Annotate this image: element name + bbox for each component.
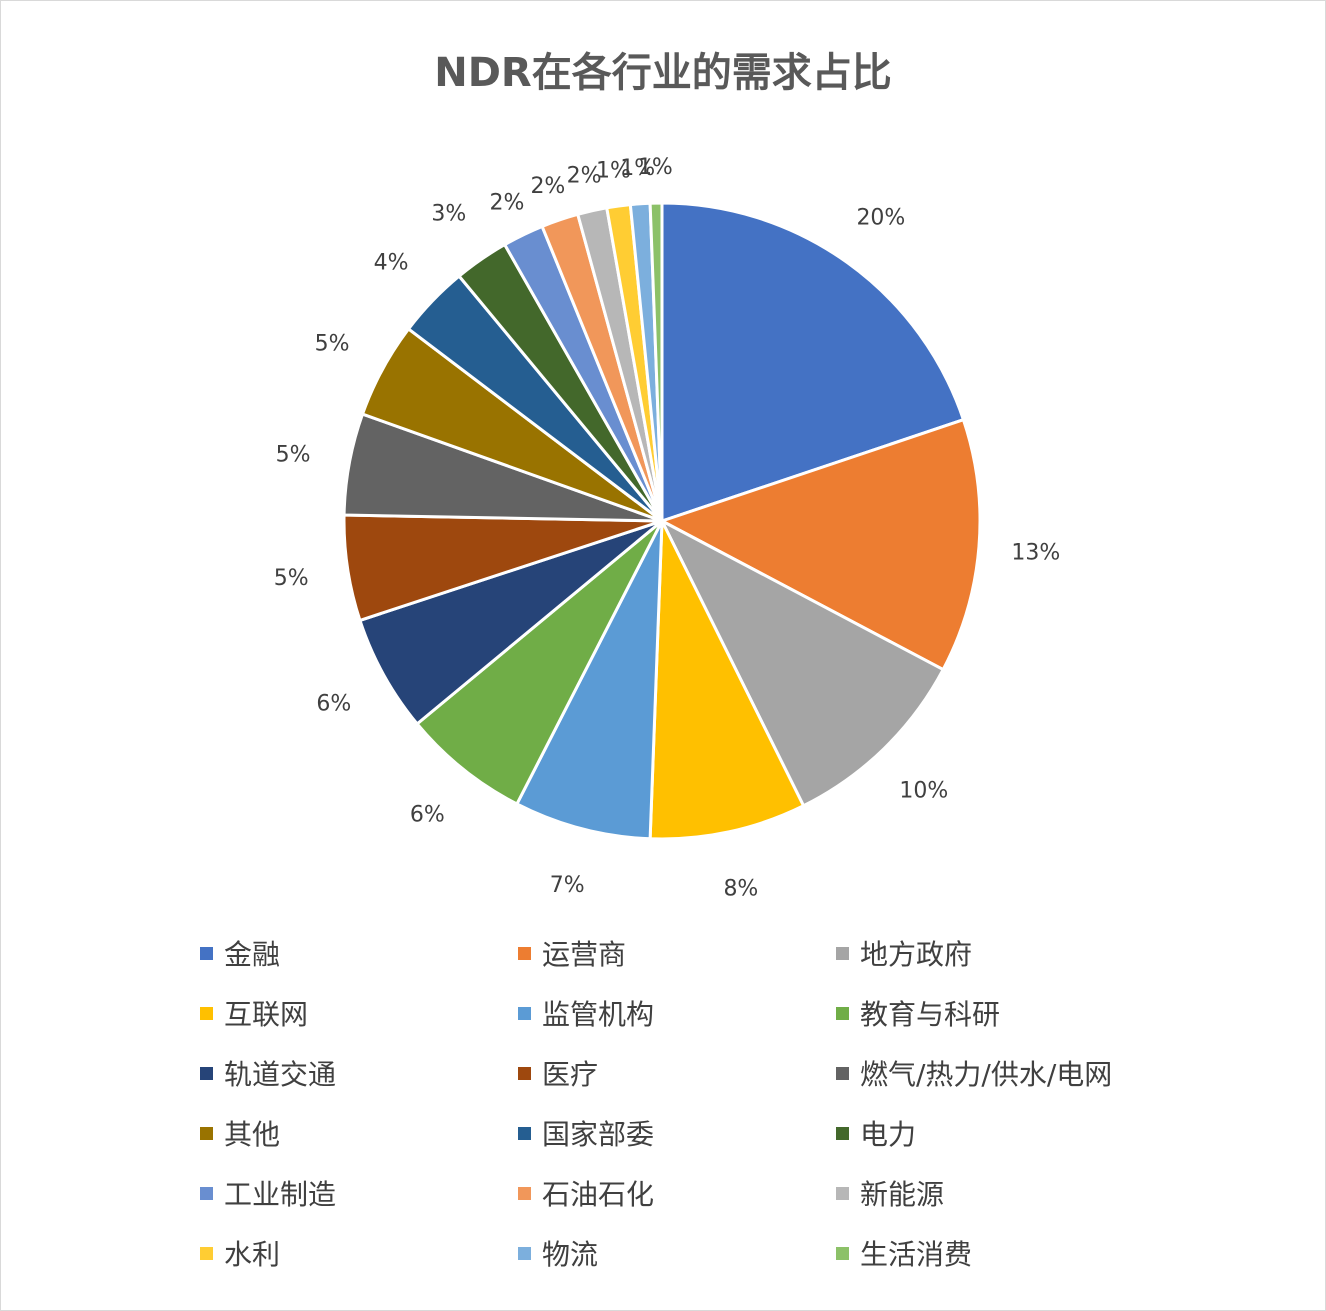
pie-value-label-11: 3% (431, 202, 466, 227)
pie-value-label-15: 1% (596, 158, 631, 183)
legend-swatch (200, 1246, 213, 1260)
legend-label: 医疗 (542, 1058, 599, 1091)
legend-item: 地方政府 (836, 935, 1176, 971)
legend-label: 运营商 (542, 938, 627, 971)
pie-slice-6 (358, 519, 664, 726)
legend-swatch (200, 946, 213, 960)
pie-value-label-9: 5% (315, 332, 350, 357)
legend-swatch (836, 1066, 849, 1080)
legend-label: 物流 (542, 1238, 599, 1271)
legend-swatch (518, 1186, 531, 1200)
legend-swatch (836, 1006, 849, 1020)
legend-item: 轨道交通 (200, 1055, 518, 1091)
chart-legend: 金融 运营商 地方政府互联网 监管机构 教育与科研轨道交通 医疗 燃气/热力/供水/电网其他… (200, 935, 1200, 1271)
legend-label: 水利 (224, 1238, 281, 1271)
pie-value-label-3: 8% (723, 877, 758, 902)
pie-value-label-4: 7% (550, 873, 585, 898)
legend-item: 电力 (836, 1115, 1176, 1151)
pie-value-label-2: 10% (899, 779, 948, 804)
pie-slice-5 (415, 519, 664, 806)
pie-value-labels: 20%13%10%8%7%6%6%5%5%5%4%3% 2%2% 2%1%1%1% (274, 155, 1061, 902)
legend-swatch (836, 1186, 849, 1200)
pie-value-label-7: 5% (274, 566, 309, 591)
legend-label: 电力 (860, 1118, 917, 1151)
pie-slices (342, 201, 982, 841)
legend-swatch (836, 1246, 849, 1260)
pie-value-label-12: 2% (490, 191, 525, 216)
legend-item: 医疗 (518, 1055, 836, 1091)
legend-swatch (518, 1246, 531, 1260)
pie-value-label-6: 6% (316, 691, 351, 716)
pie-value-label-14: 2% (567, 164, 602, 189)
legend-label: 其他 (224, 1118, 281, 1151)
pie-slice-4 (515, 519, 664, 841)
legend-swatch (518, 1066, 531, 1080)
legend-label: 金融 (224, 938, 281, 971)
legend-swatch (200, 1066, 213, 1080)
pie-value-label-1: 13% (1011, 540, 1060, 565)
pie-slice-17 (648, 201, 664, 523)
pie-value-label-17: 1% (638, 155, 673, 180)
legend-label: 监管机构 (542, 998, 655, 1031)
legend-label: 生活消费 (860, 1238, 973, 1271)
legend-item: 教育与科研 (836, 995, 1176, 1031)
legend-item: 互联网 (200, 995, 518, 1031)
legend-swatch (200, 1126, 213, 1140)
legend-swatch (200, 1186, 213, 1200)
pie-value-label-0: 20% (856, 206, 905, 231)
legend-item: 石油石化 (518, 1175, 836, 1211)
legend-item: 生活消费 (836, 1235, 1176, 1271)
legend-swatch (518, 946, 531, 960)
pie-slice-1 (660, 418, 982, 672)
chart-title: NDR在各行业的需求占比 (434, 50, 892, 96)
legend-swatch (836, 946, 849, 960)
pie-value-label-16: 1% (620, 156, 655, 181)
legend-label: 新能源 (860, 1178, 945, 1211)
legend-label: 轨道交通 (224, 1058, 337, 1091)
legend-label: 教育与科研 (860, 998, 1001, 1031)
pie-value-label-10: 4% (374, 251, 409, 276)
pie-value-label-8: 5% (276, 443, 311, 468)
pie-value-label-13: 2% (530, 174, 565, 199)
legend-item: 工业制造 (200, 1175, 518, 1211)
pie-slice-3 (648, 519, 806, 841)
legend-swatch (836, 1126, 849, 1140)
pie-value-label-5: 6% (410, 803, 445, 828)
legend-label: 地方政府 (860, 938, 973, 971)
pie-slice-2 (660, 519, 945, 808)
pie-slice-0 (660, 201, 965, 523)
legend-item: 物流 (518, 1235, 836, 1271)
legend-swatch (518, 1006, 531, 1020)
legend-item: 运营商 (518, 935, 836, 971)
legend-swatch (200, 1006, 213, 1020)
legend-label: 互联网 (224, 998, 309, 1031)
legend-item: 水利 (200, 1235, 518, 1271)
legend-item: 国家部委 (518, 1115, 836, 1151)
legend-item: 其他 (200, 1115, 518, 1151)
legend-item: 金融 (200, 935, 518, 971)
legend-swatch (518, 1126, 531, 1140)
legend-item: 燃气/热力/供水/电网 (836, 1055, 1176, 1091)
legend-label: 燃气/热力/供水/电网 (860, 1058, 1113, 1091)
legend-item: 监管机构 (518, 995, 836, 1031)
legend-label: 工业制造 (224, 1178, 337, 1211)
legend-label: 国家部委 (542, 1118, 655, 1151)
legend-label: 石油石化 (542, 1178, 655, 1211)
legend-item: 新能源 (836, 1175, 1176, 1211)
